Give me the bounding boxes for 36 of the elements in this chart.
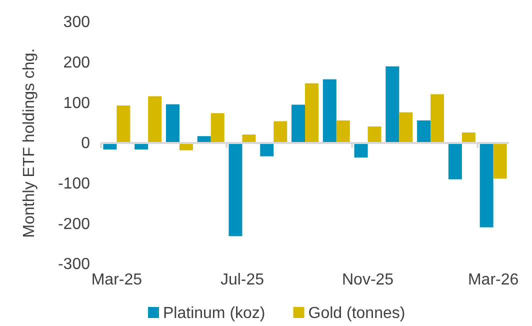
- bar: [417, 120, 431, 143]
- y-tick-label: 200: [63, 54, 90, 72]
- bar: [493, 143, 507, 178]
- bar: [322, 79, 336, 143]
- bar: [260, 143, 274, 156]
- y-axis-title: Monthly ETF holdings chg.: [21, 48, 38, 238]
- y-tick-label: 300: [63, 14, 90, 32]
- x-tick-label: Jul-25: [220, 272, 264, 289]
- bar: [430, 94, 444, 143]
- bar: [148, 96, 162, 143]
- bar: [336, 120, 350, 143]
- x-tick-label: Mar-25: [91, 272, 142, 289]
- bar: [354, 143, 368, 158]
- y-tick-label: -200: [58, 216, 90, 233]
- bar: [274, 121, 288, 143]
- y-tick-label: -300: [58, 256, 90, 274]
- bar: [399, 112, 413, 143]
- bar: [462, 132, 476, 143]
- bar: [179, 143, 193, 150]
- bar: [480, 143, 494, 228]
- bar: [116, 105, 130, 143]
- bar: [210, 113, 224, 143]
- x-tick-label: Nov-25: [342, 272, 394, 289]
- bar: [368, 126, 382, 143]
- bar: [166, 104, 180, 143]
- legend-label: Platinum (koz): [163, 305, 266, 322]
- y-tick-label: 100: [63, 94, 90, 112]
- legend-label: Gold (tonnes): [308, 305, 406, 322]
- y-tick-label: 0: [81, 135, 90, 152]
- bar: [305, 83, 318, 143]
- x-tick-label: Mar-26: [468, 272, 519, 289]
- bar: [448, 143, 462, 180]
- y-tick-label: -100: [58, 175, 90, 192]
- bar: [386, 66, 400, 143]
- bar: [292, 104, 305, 143]
- bar: [228, 143, 242, 236]
